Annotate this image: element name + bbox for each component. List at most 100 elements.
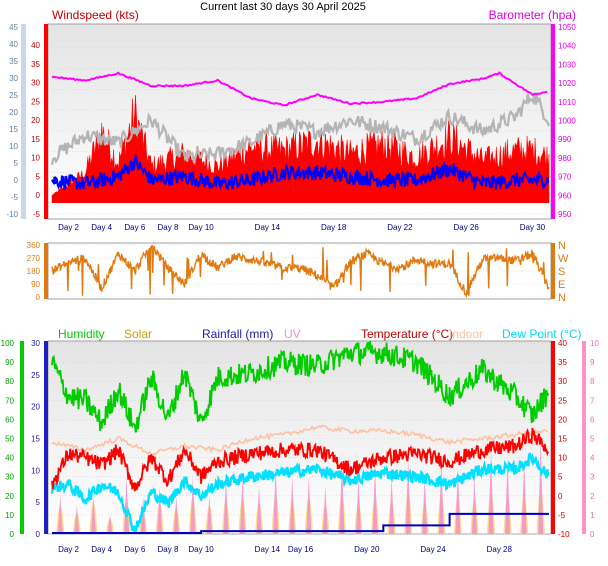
direction-tick-label: 360 xyxy=(27,241,41,250)
humidity-tick-label: 0 xyxy=(10,530,15,539)
direction-compass-letter: E xyxy=(558,279,565,291)
uv-tick-label: 6 xyxy=(590,415,595,424)
wind-tick-label: 30 xyxy=(31,79,40,88)
humidity-tick-label: 10 xyxy=(5,511,14,520)
uv-peak xyxy=(240,476,246,534)
legend-rainfall: Rainfall (mm) xyxy=(202,327,273,341)
temperature-tick-label: 15 xyxy=(558,435,567,444)
humidity-tick-label: 50 xyxy=(5,435,14,444)
dew-point-series xyxy=(50,452,550,534)
direction-tick-label: 90 xyxy=(31,280,40,289)
climate-x-tick-label: Day 16 xyxy=(288,545,314,554)
rain-axis-bar xyxy=(44,341,48,534)
humidity-tick-label: 70 xyxy=(5,396,14,405)
wind-outer-tick-label: 10 xyxy=(9,142,18,151)
windspeed-axis-label: Windspeed (kts) xyxy=(52,8,139,22)
humidity-series xyxy=(51,340,550,433)
wind-outer-tick-label: 45 xyxy=(9,23,18,32)
humidity-tick-label: 20 xyxy=(5,492,14,501)
uv-axis-bar xyxy=(582,341,586,534)
uv-tick-label: 7 xyxy=(590,396,595,405)
direction-compass-letter: N xyxy=(558,292,566,304)
uv-peak xyxy=(223,476,229,534)
uv-tick-label: 0 xyxy=(590,530,595,539)
barometer-series xyxy=(51,71,548,107)
baro-tick-label: 970 xyxy=(558,173,572,182)
uv-peak xyxy=(190,476,196,534)
direction-tick-label: 0 xyxy=(36,293,41,302)
wind-tick-label: 10 xyxy=(31,154,40,163)
uv-peak xyxy=(90,495,96,534)
direction-compass-letter: W xyxy=(558,253,569,265)
wind-outer-tick-label: 40 xyxy=(9,40,18,49)
wind-grey-series xyxy=(50,92,551,166)
humidity-tick-label: 40 xyxy=(5,454,14,463)
uv-peak xyxy=(157,486,163,534)
uv-peak xyxy=(273,467,279,534)
tick-labels: -10-5051015202530354045-5051015202530354… xyxy=(1,23,600,554)
uv-peak xyxy=(322,486,328,534)
barometer-axis-label: Barometer (hpa) xyxy=(489,8,576,22)
uv-peak xyxy=(455,467,461,534)
rain-tick-label: 10 xyxy=(31,466,40,475)
direction-compass-letter: S xyxy=(558,266,565,278)
baro-tick-label: 950 xyxy=(558,210,572,219)
uv-peak xyxy=(389,476,395,534)
baro-tick-label: 1050 xyxy=(558,23,576,32)
humidity-tick-label: 100 xyxy=(1,339,15,348)
temperature-tick-label: 40 xyxy=(558,339,567,348)
uv-peak xyxy=(488,448,494,534)
wind-x-tick-label: Day 10 xyxy=(188,223,214,232)
wind-tick-label: 25 xyxy=(31,97,40,106)
rain-tick-label: 15 xyxy=(31,435,40,444)
baro-tick-label: 990 xyxy=(558,135,572,144)
wind-outer-tick-label: 20 xyxy=(9,108,18,117)
wind-inner-axis-bar xyxy=(44,24,48,219)
wind-tick-label: 15 xyxy=(31,135,40,144)
wind-tick-label: -5 xyxy=(33,210,41,219)
wind-tick-label: 20 xyxy=(31,116,40,125)
uv-peak xyxy=(140,495,146,534)
wind-x-tick-label: Day 4 xyxy=(91,223,112,232)
rain-tick-label: 25 xyxy=(31,371,40,380)
baro-tick-label: 1040 xyxy=(558,42,576,51)
uv-peak xyxy=(57,495,63,534)
climate-x-tick-label: Day 2 xyxy=(58,545,79,554)
uv-peak xyxy=(538,438,544,534)
climate-panel-background xyxy=(47,340,552,535)
uv-peak xyxy=(289,476,295,534)
temperature-series xyxy=(51,427,550,492)
uv-tick-label: 5 xyxy=(590,435,595,444)
wind-outer-axis-bar xyxy=(21,24,26,219)
wind-outer-tick-label: 15 xyxy=(9,125,18,134)
rain-tick-label: 30 xyxy=(31,339,40,348)
legend-uv: UV xyxy=(284,327,301,341)
climate-x-tick-label: Day 20 xyxy=(354,545,380,554)
baro-axis-bar xyxy=(551,24,555,219)
legend-solar: Solar xyxy=(124,327,152,341)
wind-direction-series xyxy=(51,244,550,299)
climate-x-tick-label: Day 4 xyxy=(91,545,112,554)
dir-left-axis-bar xyxy=(44,243,48,299)
climate-x-tick-label: Day 6 xyxy=(124,545,145,554)
wind-outer-tick-label: 30 xyxy=(9,74,18,83)
uv-peak xyxy=(339,457,345,534)
legend-dew-point: Dew Point (°C) xyxy=(502,327,581,341)
rain-tick-label: 0 xyxy=(36,530,41,539)
temperature-tick-label: 35 xyxy=(558,358,567,367)
baro-tick-label: 980 xyxy=(558,154,572,163)
wind-tick-label: 0 xyxy=(36,191,41,200)
climate-x-tick-label: Day 24 xyxy=(420,545,446,554)
wind-x-tick-label: Day 30 xyxy=(520,223,546,232)
temperature-tick-label: 30 xyxy=(558,377,567,386)
uv-peak xyxy=(74,505,80,534)
wind-tick-label: 5 xyxy=(36,172,41,181)
wind-outer-tick-label: 35 xyxy=(9,57,18,66)
uv-peak xyxy=(372,467,378,534)
humidity-tick-label: 60 xyxy=(5,415,14,424)
temperature-tick-label: 20 xyxy=(558,415,567,424)
legend-temperature: Temperature (°C) xyxy=(361,327,453,341)
uv-tick-label: 1 xyxy=(590,511,595,520)
uv-tick-label: 9 xyxy=(590,358,595,367)
wind-tick-label: 35 xyxy=(31,60,40,69)
